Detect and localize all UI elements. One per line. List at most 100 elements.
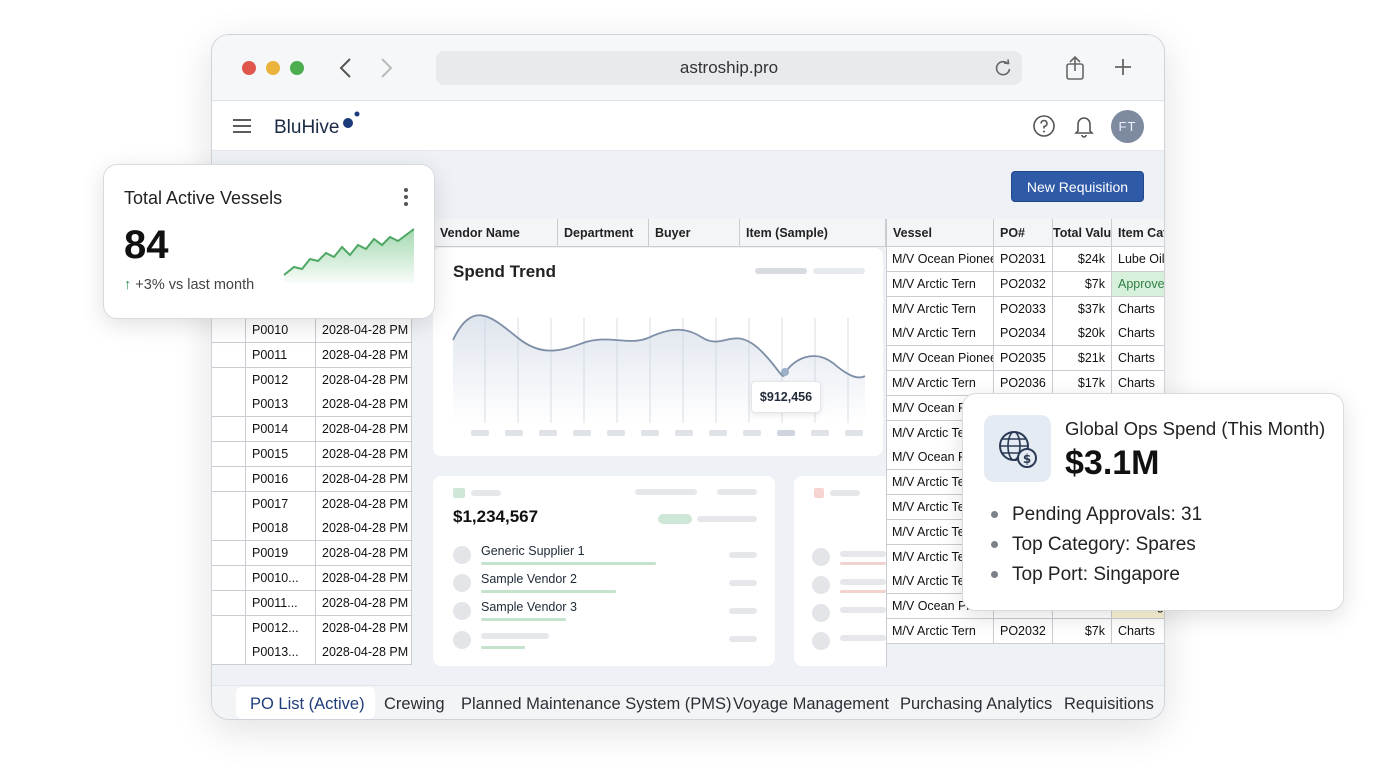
category-cell: Charts: [1112, 321, 1164, 346]
trend-line: [452, 314, 866, 379]
po-cell[interactable]: PO2034: [994, 321, 1053, 346]
legend-bar: [813, 268, 865, 274]
column-header[interactable]: Vendor Name: [434, 219, 558, 247]
row-selector[interactable]: [212, 616, 246, 641]
close-window-button[interactable]: [242, 61, 256, 75]
po-number-cell[interactable]: P0019: [246, 541, 316, 566]
po-number-cell[interactable]: P0010...: [246, 566, 316, 591]
vendor-avatar: [453, 602, 471, 620]
new-requisition-button[interactable]: New Requisition: [1011, 171, 1144, 202]
row-selector[interactable]: [212, 368, 246, 393]
spend-details-list: Pending Approvals: 31 Top Category: Spar…: [991, 504, 1202, 594]
help-icon[interactable]: [1032, 114, 1056, 138]
po-number-cell[interactable]: P0012...: [246, 616, 316, 641]
tab-po-list[interactable]: PO List (Active): [250, 695, 365, 713]
row-selector[interactable]: [212, 343, 246, 368]
category-cell: Charts: [1112, 371, 1164, 396]
tab-pms[interactable]: Planned Maintenance System (PMS): [461, 695, 732, 713]
po-cell[interactable]: PO2031: [994, 247, 1053, 272]
brand-name: BluHive: [274, 117, 340, 138]
po-cell[interactable]: PO2032: [994, 272, 1053, 297]
column-header-category[interactable]: Item Cat: [1112, 219, 1164, 247]
vendor-name[interactable]: Sample Vendor 2: [481, 572, 577, 586]
hamburger-menu-icon[interactable]: [232, 118, 252, 134]
column-header-value[interactable]: Total Value: [1053, 219, 1112, 247]
po-cell[interactable]: PO2035: [994, 346, 1053, 371]
vessels-delta: ↑ +3% vs last month: [124, 277, 254, 293]
row-selector[interactable]: [212, 467, 246, 492]
po-number-cell[interactable]: P0013...: [246, 640, 316, 665]
brand-logo[interactable]: BluHive: [274, 111, 360, 139]
x-axis-ticks: [471, 430, 863, 436]
value-cell: $7k: [1053, 272, 1112, 297]
date-cell: 2028-04-28 PM: [316, 467, 412, 492]
row-selector[interactable]: [212, 442, 246, 467]
share-icon[interactable]: [1064, 55, 1086, 81]
more-options-icon[interactable]: [402, 187, 410, 209]
row-selector[interactable]: [212, 492, 246, 517]
svg-text:$: $: [1023, 452, 1031, 466]
tab-purchasing-analytics[interactable]: Purchasing Analytics: [900, 695, 1053, 713]
vessel-cell: M/V Ocean Pioneer: [887, 247, 994, 272]
po-number-cell[interactable]: P0018: [246, 516, 316, 541]
column-header[interactable]: Department: [558, 219, 649, 247]
placeholder-bar: [481, 646, 525, 649]
po-number-cell[interactable]: P0016: [246, 467, 316, 492]
vendor-progress-bar: [481, 590, 616, 593]
po-number-cell[interactable]: P0014: [246, 417, 316, 442]
vendor-avatar: [453, 574, 471, 592]
pending-approvals: Pending Approvals: 31: [1012, 504, 1203, 525]
row-selector[interactable]: [212, 318, 246, 343]
active-tab-highlight: [236, 687, 375, 719]
po-number-cell[interactable]: P0013: [246, 392, 316, 417]
po-cell[interactable]: PO2033: [994, 297, 1053, 322]
column-header[interactable]: Buyer: [649, 219, 740, 247]
spend-card-title: Global Ops Spend (This Month): [1065, 418, 1326, 439]
tab-voyage-management[interactable]: Voyage Management: [733, 695, 889, 713]
po-cell[interactable]: PO2032: [994, 619, 1053, 644]
column-header-vessel[interactable]: Vessel: [887, 219, 994, 247]
vendor-name[interactable]: Generic Supplier 1: [481, 544, 585, 558]
new-tab-icon[interactable]: [1113, 57, 1133, 77]
po-number-cell[interactable]: P0011: [246, 343, 316, 368]
row-selector[interactable]: [212, 417, 246, 442]
chart-tooltip: $912,456: [751, 381, 821, 413]
list-item: Top Port: Singapore: [991, 564, 1202, 594]
po-cell[interactable]: PO2036: [994, 371, 1053, 396]
row-selector[interactable]: [212, 541, 246, 566]
placeholder-bar: [840, 635, 886, 641]
minimize-window-button[interactable]: [266, 61, 280, 75]
row-selector[interactable]: [212, 640, 246, 665]
vendor-name[interactable]: Sample Vendor 3: [481, 600, 577, 614]
spend-trend-title: Spend Trend: [453, 262, 556, 281]
back-icon[interactable]: [338, 57, 354, 79]
list-avatar: [812, 576, 830, 594]
user-avatar[interactable]: FT: [1111, 110, 1144, 143]
po-number-cell[interactable]: P0010: [246, 318, 316, 343]
reload-icon[interactable]: [994, 59, 1012, 77]
tab-requisitions[interactable]: Requisitions: [1064, 695, 1154, 713]
po-number-cell[interactable]: P0012: [246, 368, 316, 393]
spend-value: $3.1M: [1065, 444, 1160, 482]
column-header-po[interactable]: PO#: [994, 219, 1053, 247]
row-selector[interactable]: [212, 566, 246, 591]
placeholder-bar: [840, 579, 886, 585]
row-selector[interactable]: [212, 516, 246, 541]
trend-point-marker[interactable]: [781, 368, 789, 376]
vessel-cell: M/V Arctic Tern: [887, 272, 994, 297]
vendor-progress-bar: [481, 562, 656, 565]
po-number-cell[interactable]: P0015: [246, 442, 316, 467]
row-selector[interactable]: [212, 392, 246, 417]
placeholder-bar: [729, 608, 757, 614]
brand-logo-icon: [343, 111, 360, 128]
column-header[interactable]: Item (Sample): [740, 219, 886, 247]
row-selector[interactable]: [212, 591, 246, 616]
po-number-cell[interactable]: P0017: [246, 492, 316, 517]
tab-crewing[interactable]: Crewing: [384, 695, 445, 713]
forward-icon[interactable]: [378, 57, 394, 79]
maximize-window-button[interactable]: [290, 61, 304, 75]
address-bar[interactable]: astroship.pro: [436, 51, 1022, 85]
po-number-cell[interactable]: P0011...: [246, 591, 316, 616]
date-cell: 2028-04-28 PM: [316, 591, 412, 616]
notification-bell-icon[interactable]: [1073, 114, 1095, 138]
